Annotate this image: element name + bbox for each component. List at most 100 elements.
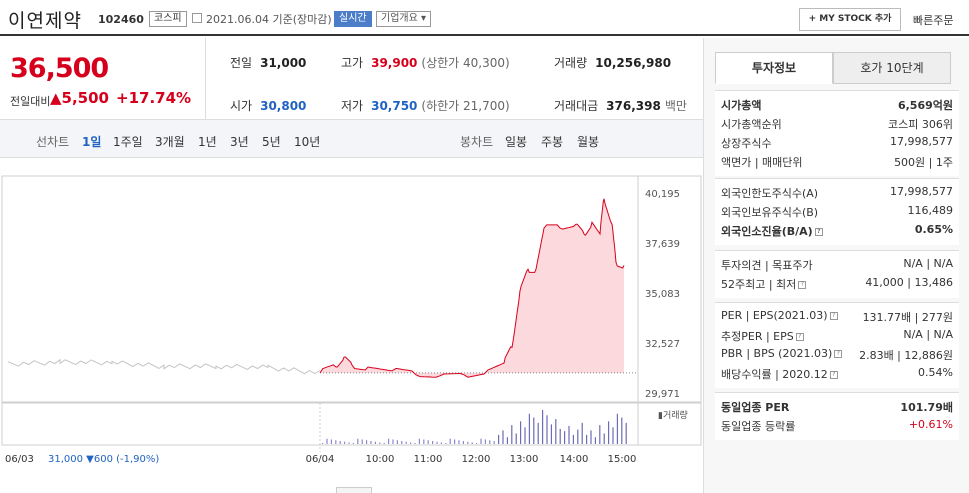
help-icon[interactable]: ? [829,312,838,320]
volume: 거래량 10,256,980 [554,56,672,70]
tab-weekly[interactable]: 주봉 [541,135,564,149]
tab-1y[interactable]: 1년 [198,135,217,149]
volume-bar [476,443,478,444]
volume-bar [599,425,601,444]
price-chart[interactable]: 40,195 37,639 35,083 32,527 29,971 ▮거래량 06/04 1… [0,160,703,493]
volume-bar [374,441,376,444]
volume-bar [484,439,486,444]
volume-bar [423,439,425,444]
volume-bar [537,422,539,444]
stock-header: 이연제약 102460 코스피 2021.06.04 기준(장마감) 실시간 기… [0,0,969,36]
current-price: 36,500 [10,53,109,84]
volume-bar [445,443,447,444]
x-tick-label: 10:00 [366,454,395,465]
base-date: 2021.06.04 기준(장마감) [206,13,332,26]
tab-3m[interactable]: 3개월 [155,135,185,149]
calendar-icon [192,13,202,23]
price-line [319,198,625,378]
volume-bar [418,438,420,444]
help-icon[interactable]: ? [795,333,804,341]
volume-bar [388,438,390,444]
y-tick-label: 29,971 [645,389,680,400]
candle-chart-label: 봉차트 [460,135,494,149]
volume-bar [440,442,442,444]
volume-bar [344,441,346,444]
volume-bar [392,439,394,444]
info-label: 외국인보유주식수(B) [721,206,819,219]
info-value: 101.79배 [900,401,953,414]
high-price: 고가 39,900 (상한가 40,300) [341,56,510,70]
help-icon[interactable]: ? [834,350,843,358]
info-row: 추정PER | EPS? N/A | N/A [721,328,953,346]
low-price: 저가 30,750 (하한가 21,700) [341,99,510,113]
info-row: 동일업종 PER 101.79배 [721,399,953,417]
volume-bar [564,431,566,444]
tab-5y[interactable]: 5년 [262,135,281,149]
info-row: PBR | BPS (2021.03)? 2.83배 | 12,886원 [721,347,953,365]
fast-order-link[interactable]: 빠른주문 [913,14,954,27]
trade-amount: 거래대금 376,398 백만 [554,99,687,113]
info-label: 52주최고 | 최저? [721,276,807,292]
volume-bar [524,427,526,444]
info-label: PER | EPS(2021.03)? [721,309,838,322]
volume-bar [590,430,592,444]
volume-bar [322,443,324,444]
volume-bar [528,413,530,444]
x-tick-label: 12:00 [462,454,491,465]
tab-investment-info[interactable]: 투자정보 [715,52,833,84]
tab-1w[interactable]: 1주일 [113,135,143,149]
volume-bar [427,440,429,444]
info-group: 투자의견 | 목표주가 N/A | N/A 52주최고 | 최저? 41,000 | … [715,250,959,298]
x-tick-label: 15:00 [608,454,637,465]
info-label: PBR | BPS (2021.03)? [721,347,843,360]
info-label: 시가총액 [721,99,762,112]
volume-bar [366,440,368,444]
y-tick-label: 37,639 [645,239,680,250]
realtime-button[interactable]: 실시간 [334,11,372,27]
tab-3y[interactable]: 3년 [230,135,249,149]
volume-bar [410,442,412,444]
stock-code: 102460 [98,13,144,26]
x-tick-label: 06/04 [306,454,335,465]
volume-bar [616,413,618,444]
tab-daily[interactable]: 일봉 [505,135,528,149]
help-icon[interactable]: ? [829,371,838,379]
company-overview-dropdown[interactable]: 기업개요 ▾ [376,11,431,27]
volume-bar [555,419,557,444]
tab-1d[interactable]: 1일 [82,135,102,149]
y-tick-label: 35,083 [645,289,680,300]
info-row: 외국인소진율(B/A)? 0.65% [721,223,953,241]
market-badge: 코스피 [149,11,187,27]
info-panel: 투자정보 호가 10단계 시가총액 6,569억원 시가총액순위 코스피 306위 상장… [703,38,969,493]
volume-bar [370,440,372,444]
help-icon[interactable]: ? [814,228,823,236]
info-row: 외국인한도주식수(A) 17,998,577 [721,185,953,203]
volume-bar [594,437,596,444]
volume-bar [405,441,407,444]
volume-bar [449,438,451,444]
volume-bar [568,425,570,444]
info-label: 외국인소진율(B/A)? [721,223,823,239]
volume-bar [511,425,513,444]
volume-bar [352,443,354,444]
info-row: 시가총액 6,569억원 [721,97,953,115]
tab-monthly[interactable]: 월봉 [577,135,600,149]
info-value: 131.77배 | 277원 [862,311,953,324]
resize-handle[interactable] [336,487,372,493]
info-value: 0.65% [914,223,953,236]
volume-bar [603,433,605,444]
volume-bar [458,440,460,444]
price-summary: 36,500 전일대비 ▲5,500 +17.74% 전일 31,000 고가 39… [0,38,703,120]
tab-10y[interactable]: 10년 [294,135,321,149]
volume-bar [515,433,517,444]
info-value: 41,000 | 13,486 [865,276,953,289]
tab-orderbook[interactable]: 호가 10단계 [833,52,951,84]
volume-bar [379,442,381,444]
add-mystock-button[interactable]: + MY STOCK 추가 [799,8,901,31]
info-value: 500원 | 1주 [894,156,953,169]
volume-bar [498,434,500,444]
help-icon[interactable]: ? [798,281,807,289]
volume-bar [581,422,583,444]
volume-bar [361,439,363,444]
volume-bar [621,417,623,444]
